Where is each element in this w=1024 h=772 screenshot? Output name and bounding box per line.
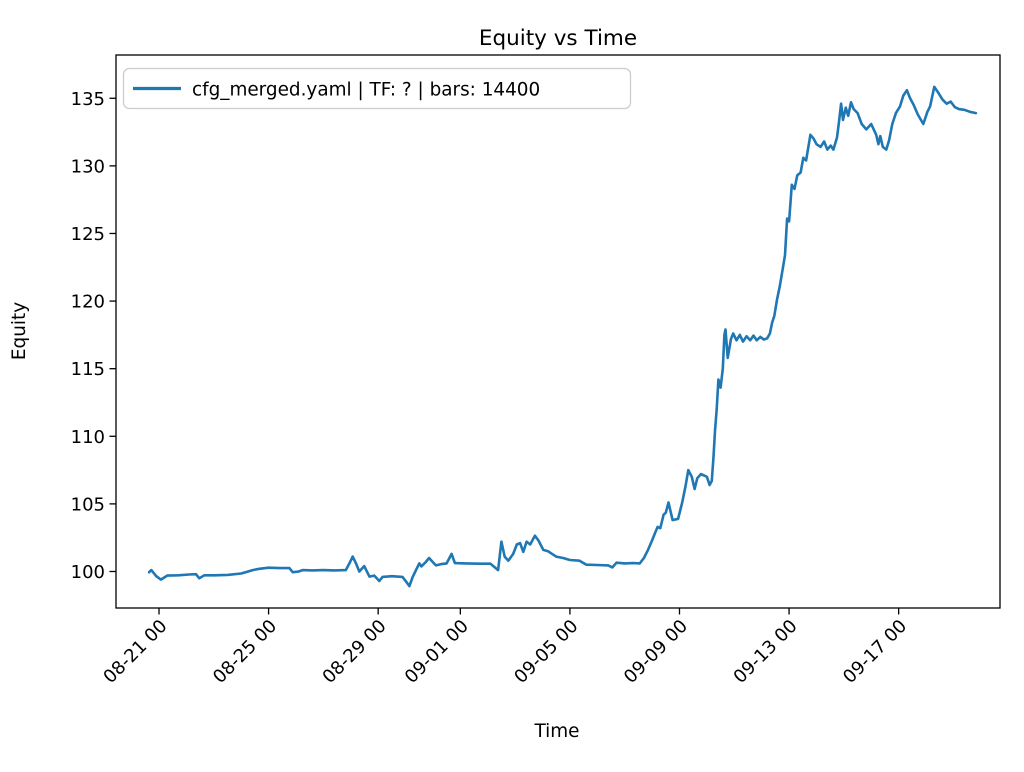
x-tick-label: 08-21 00	[99, 616, 171, 688]
x-axis-ticks: 08-21 00 08-25 00 08-29 00 09-01 00 09-05 00…	[99, 608, 911, 688]
equity-series-line	[147, 85, 978, 588]
y-tick-label: 125	[71, 224, 105, 245]
legend-entry-label: cfg_merged.yaml | TF: ? | bars: 14400	[192, 80, 540, 101]
x-tick-label: 08-29 00	[319, 616, 391, 688]
x-tick-label: 09-05 00	[510, 616, 582, 688]
y-axis-label: Equity	[9, 302, 30, 360]
x-tick-label: 09-01 00	[401, 616, 473, 688]
y-tick-label: 105	[71, 494, 105, 515]
plot-area-frame	[115, 54, 1001, 609]
y-tick-label: 135	[71, 89, 105, 110]
x-tick-label: 08-25 00	[209, 616, 281, 688]
x-tick-label: 09-17 00	[839, 616, 911, 688]
legend: cfg_merged.yaml | TF: ? | bars: 14400	[122, 67, 632, 110]
y-axis-ticks: 100 105 110 115 120 125 130 135	[71, 89, 116, 583]
y-tick-label: 130	[71, 156, 105, 177]
x-tick-label: 09-13 00	[730, 616, 802, 688]
y-tick-label: 115	[71, 359, 105, 380]
y-tick-label: 100	[71, 562, 105, 583]
y-tick-label: 120	[71, 292, 105, 313]
y-tick-label: 110	[71, 427, 105, 448]
series-lines	[147, 85, 978, 588]
x-axis-label: Time	[533, 721, 579, 742]
legend-box	[122, 67, 632, 110]
x-tick-label: 09-09 00	[620, 616, 692, 688]
chart-title: Equity vs Time	[479, 26, 637, 51]
